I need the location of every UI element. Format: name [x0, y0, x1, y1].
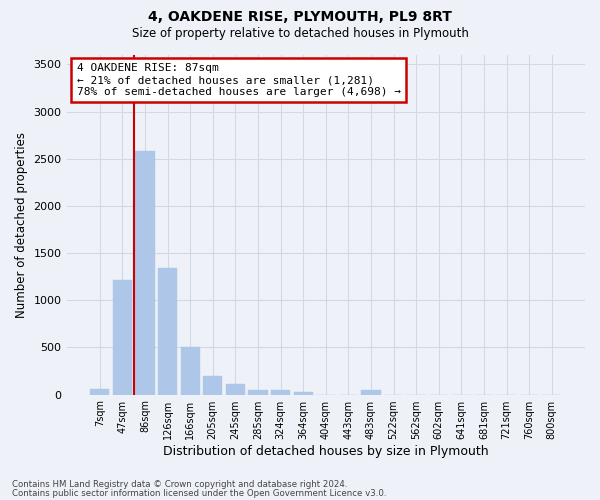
Bar — [271, 390, 290, 394]
Bar — [361, 390, 380, 394]
Bar — [158, 268, 177, 394]
Bar — [90, 390, 109, 394]
Text: Contains HM Land Registry data © Crown copyright and database right 2024.: Contains HM Land Registry data © Crown c… — [12, 480, 347, 489]
Text: 4 OAKDENE RISE: 87sqm
← 21% of detached houses are smaller (1,281)
78% of semi-d: 4 OAKDENE RISE: 87sqm ← 21% of detached … — [77, 64, 401, 96]
Y-axis label: Number of detached properties: Number of detached properties — [15, 132, 28, 318]
Bar — [226, 384, 245, 394]
Text: Size of property relative to detached houses in Plymouth: Size of property relative to detached ho… — [131, 28, 469, 40]
Bar — [293, 392, 313, 394]
Bar — [181, 348, 200, 395]
Bar — [136, 151, 155, 394]
Bar — [248, 390, 268, 394]
Bar — [203, 376, 223, 394]
Text: Contains public sector information licensed under the Open Government Licence v3: Contains public sector information licen… — [12, 489, 386, 498]
X-axis label: Distribution of detached houses by size in Plymouth: Distribution of detached houses by size … — [163, 444, 488, 458]
Text: 4, OAKDENE RISE, PLYMOUTH, PL9 8RT: 4, OAKDENE RISE, PLYMOUTH, PL9 8RT — [148, 10, 452, 24]
Bar — [113, 280, 132, 394]
